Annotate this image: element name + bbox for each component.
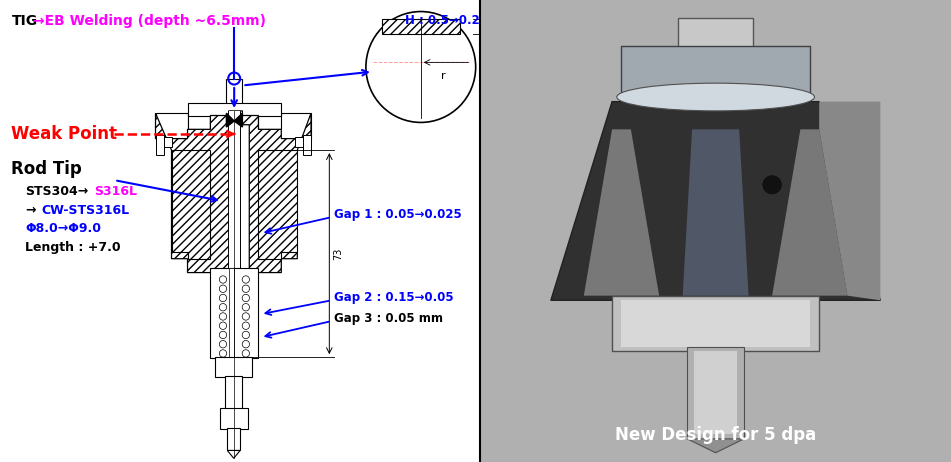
Polygon shape (226, 113, 234, 127)
Bar (259, 113, 281, 129)
Text: New Design for 5 dpa: New Design for 5 dpa (615, 426, 816, 444)
Text: Φ8.0→Φ9.0: Φ8.0→Φ9.0 (25, 222, 101, 235)
Bar (302, 135, 311, 155)
Text: →EB Welding (depth ~6.5mm): →EB Welding (depth ~6.5mm) (33, 14, 266, 28)
Bar (228, 111, 240, 273)
Bar (220, 408, 248, 429)
Bar (156, 137, 171, 147)
Polygon shape (584, 129, 659, 296)
Polygon shape (234, 113, 243, 127)
Bar (226, 79, 243, 111)
Bar (279, 113, 311, 139)
Polygon shape (171, 150, 210, 259)
Polygon shape (683, 129, 748, 296)
Bar (622, 46, 809, 102)
Bar (622, 300, 809, 346)
Bar (233, 268, 259, 358)
Ellipse shape (617, 83, 814, 111)
Bar (688, 346, 744, 439)
Polygon shape (227, 450, 240, 458)
Polygon shape (551, 102, 881, 300)
Text: TIG: TIG (11, 14, 37, 28)
Text: STS304→: STS304→ (25, 185, 88, 198)
Bar (382, 19, 459, 34)
Text: Length : +7.0: Length : +7.0 (25, 241, 121, 254)
Circle shape (366, 12, 476, 122)
Text: 73: 73 (333, 248, 343, 260)
Polygon shape (156, 111, 311, 273)
Bar (228, 268, 234, 358)
Text: Gap 3 : 0.05 mm: Gap 3 : 0.05 mm (334, 312, 443, 325)
Bar (210, 268, 236, 358)
Text: r: r (441, 71, 446, 80)
Bar (156, 135, 164, 155)
Bar (228, 111, 240, 273)
Polygon shape (688, 439, 744, 453)
Bar (156, 113, 187, 139)
Text: Gap 2 : 0.15→0.05: Gap 2 : 0.15→0.05 (334, 292, 454, 304)
Text: →: → (25, 204, 35, 217)
Bar (612, 296, 819, 351)
Polygon shape (819, 102, 881, 300)
Bar (678, 18, 753, 55)
Polygon shape (772, 129, 847, 296)
Bar (694, 351, 737, 434)
Bar (215, 357, 252, 377)
Text: Weak Point: Weak Point (11, 125, 117, 143)
Polygon shape (259, 150, 298, 259)
Bar (295, 137, 311, 147)
Bar (227, 428, 240, 450)
Bar (187, 113, 210, 129)
Text: Rod Tip: Rod Tip (11, 160, 82, 177)
Bar (187, 103, 281, 116)
Bar (225, 376, 243, 409)
Text: S316L: S316L (94, 185, 137, 198)
Text: CW-STS316L: CW-STS316L (41, 204, 129, 217)
Text: H : 0.5→0.2: H : 0.5→0.2 (405, 14, 479, 27)
Text: Gap 1 : 0.05→0.025: Gap 1 : 0.05→0.025 (334, 208, 461, 221)
Circle shape (762, 175, 783, 195)
